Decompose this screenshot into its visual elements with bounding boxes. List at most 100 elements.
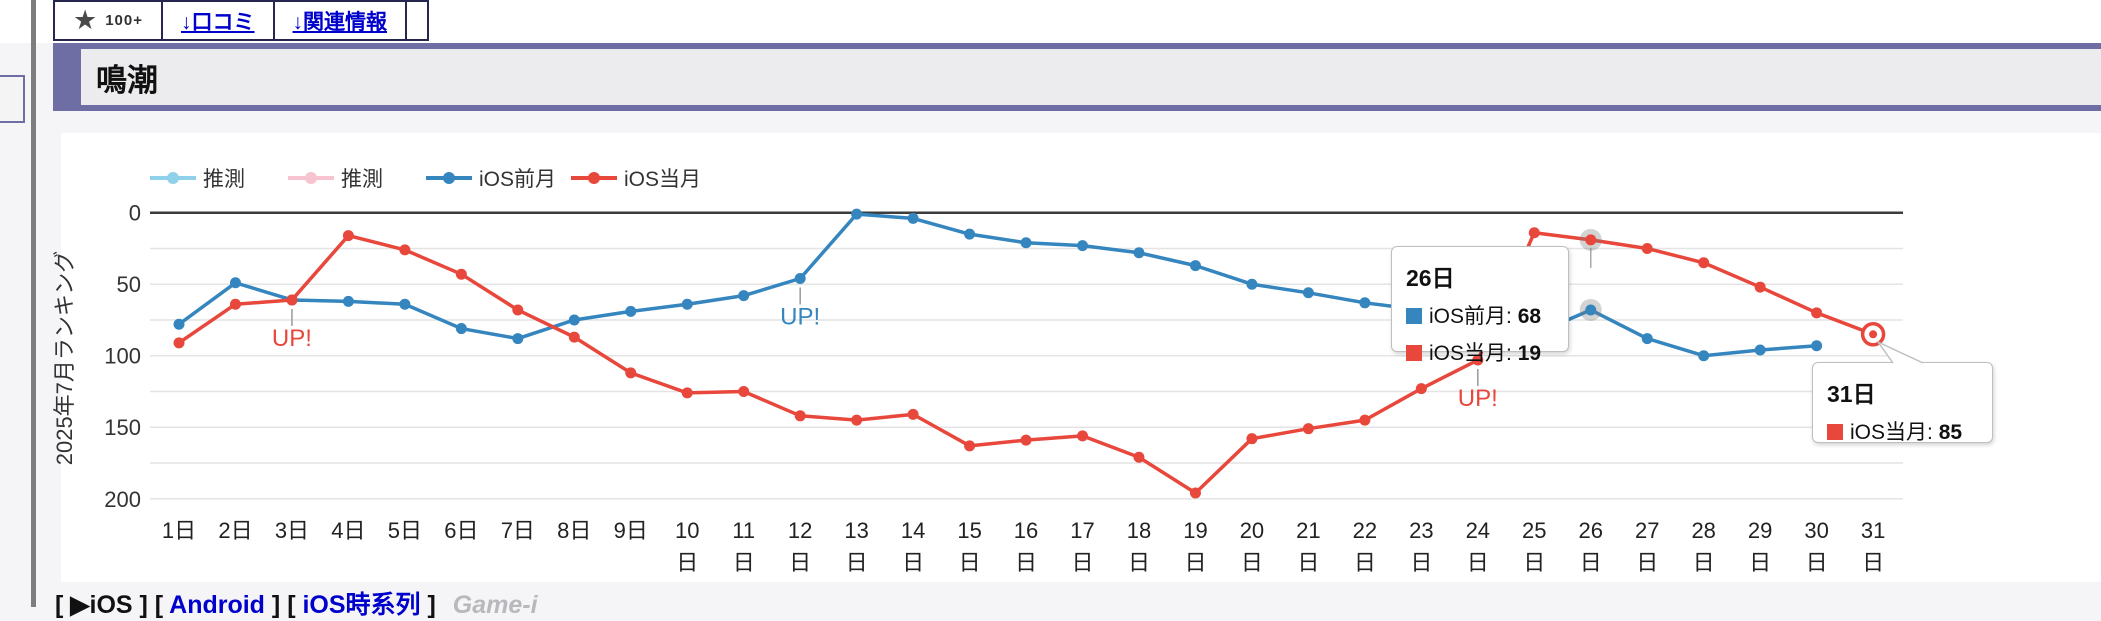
point-iOS前月-day8[interactable] — [568, 314, 580, 326]
point-iOS前月-day13[interactable] — [851, 208, 863, 220]
tooltip-value: 85 — [1938, 421, 1963, 444]
point-iOS当月-day5[interactable] — [399, 244, 411, 256]
x-tick-label: 27 — [1635, 518, 1659, 543]
tooltip-row-iOS当月: iOS当月: 19 — [1406, 337, 1554, 367]
legend-label: 推測 — [341, 168, 383, 191]
point-iOS当月-day1[interactable] — [173, 337, 185, 349]
point-iOS当月-day15[interactable] — [964, 440, 976, 452]
point-iOS当月-day13[interactable] — [851, 414, 863, 426]
x-tick-label: 24 — [1466, 518, 1490, 543]
legend-item-推測-0[interactable]: 推測 — [150, 168, 245, 191]
legend-item-推測-1[interactable]: 推測 — [288, 168, 383, 191]
point-iOS当月-day17[interactable] — [1077, 430, 1089, 442]
point-iOS前月-day21[interactable] — [1302, 287, 1314, 299]
point-iOS前月-day7[interactable] — [512, 333, 524, 345]
x-tick-label-suffix: 日 — [1072, 550, 1094, 575]
tab-spacer — [405, 0, 430, 41]
y-tick-label: 50 — [117, 272, 141, 297]
point-iOS前月-day30[interactable] — [1811, 340, 1823, 352]
tab-favorites[interactable]: ★ 100+ — [53, 0, 164, 41]
point-iOS当月-day7[interactable] — [512, 304, 524, 316]
point-iOS前月-day18[interactable] — [1133, 247, 1145, 259]
point-iOS前月-day9[interactable] — [625, 305, 637, 317]
point-iOS当月-day2[interactable] — [229, 298, 241, 310]
sidebar-mini-box[interactable] — [0, 75, 25, 123]
x-tick-label-suffix: 日 — [1410, 550, 1432, 575]
point-iOS当月-day25[interactable] — [1528, 227, 1540, 239]
point-iOS前月-day16[interactable] — [1020, 237, 1032, 249]
x-tick-label-suffix: 日 — [1467, 550, 1489, 575]
x-tick-label: 10 — [675, 518, 699, 543]
point-iOS前月-day15[interactable] — [964, 228, 976, 240]
y-tick-label: 200 — [104, 487, 141, 512]
point-iOS前月-day2[interactable] — [229, 277, 241, 289]
legend-label: iOS前月 — [479, 168, 556, 191]
point-iOS当月-day10[interactable] — [681, 387, 693, 399]
tab-kuchikomi[interactable]: ↓口コミ — [161, 0, 275, 41]
x-tick-label-suffix: 日 — [1749, 550, 1771, 575]
x-tick-label: 3日 — [275, 518, 309, 543]
point-iOS当月-day9[interactable] — [625, 367, 637, 379]
tooltip-value: 68 — [1517, 305, 1542, 328]
point-iOS前月-day17[interactable] — [1077, 240, 1089, 252]
x-tick-label: 28 — [1691, 518, 1715, 543]
x-tick-label: 1日 — [162, 518, 196, 543]
point-iOS前月-day29[interactable] — [1754, 344, 1766, 356]
point-iOS当月-day3[interactable] — [286, 294, 298, 306]
point-iOS当月-day27[interactable] — [1641, 242, 1653, 254]
point-iOS当月-day6[interactable] — [455, 268, 467, 280]
point-iOS当月-day21[interactable] — [1302, 423, 1314, 435]
point-iOS前月-day26[interactable] — [1585, 304, 1597, 316]
point-iOS当月-day11[interactable] — [738, 385, 750, 397]
point-iOS前月-day20[interactable] — [1246, 278, 1258, 290]
point-iOS前月-day28[interactable] — [1698, 350, 1710, 362]
point-iOS前月-day5[interactable] — [399, 298, 411, 310]
point-iOS前月-day19[interactable] — [1189, 260, 1201, 272]
x-tick-label: 9日 — [614, 518, 648, 543]
kuchikomi-link[interactable]: ↓口コミ — [181, 10, 255, 34]
point-iOS当月-day4[interactable] — [342, 230, 354, 242]
legend-label: iOS当月 — [624, 168, 701, 191]
point-iOS前月-day6[interactable] — [455, 323, 467, 335]
x-tick-label-suffix: 日 — [1580, 550, 1602, 575]
point-iOS当月-day26[interactable] — [1585, 234, 1597, 246]
ranking-line-chart[interactable]: 0 50 100 150 200 2025年7月ランキング 1日 2日 3日 4日 5日 6日 7日 8日… — [0, 0, 2101, 607]
x-tick-label: 8日 — [557, 518, 591, 543]
legend-dot-swatch — [167, 172, 179, 184]
annotation-up-label: UP! — [1458, 385, 1498, 412]
point-iOS当月-day28[interactable] — [1698, 257, 1710, 269]
point-iOS前月-day4[interactable] — [342, 295, 354, 307]
point-iOS前月-day12[interactable] — [794, 272, 806, 284]
sidebar-divider — [31, 0, 36, 607]
x-tick-label: 17 — [1070, 518, 1094, 543]
point-iOS当月-day18[interactable] — [1133, 451, 1145, 463]
x-tick-label-suffix: 日 — [1015, 550, 1037, 575]
point-iOS当月-day16[interactable] — [1020, 434, 1032, 446]
point-iOS当月-day29[interactable] — [1754, 281, 1766, 293]
point-iOS当月-day23[interactable] — [1415, 383, 1427, 395]
point-iOS当月-day19[interactable] — [1189, 487, 1201, 499]
kanren-joho-link[interactable]: ↓関連情報 — [292, 10, 388, 34]
point-iOS前月-day11[interactable] — [738, 290, 750, 302]
point-iOS当月-day20[interactable] — [1246, 433, 1258, 445]
point-iOS前月-day27[interactable] — [1641, 333, 1653, 345]
point-iOS当月-day12[interactable] — [794, 410, 806, 422]
point-iOS前月-day10[interactable] — [681, 298, 693, 310]
point-iOS前月-day1[interactable] — [173, 318, 185, 330]
legend-item-iOS前月-2[interactable]: iOS前月 — [426, 168, 556, 191]
point-iOS前月-day22[interactable] — [1359, 297, 1371, 309]
point-iOS当月-day22[interactable] — [1359, 414, 1371, 426]
y-tick-label: 100 — [104, 344, 141, 369]
x-tick-label: 6日 — [444, 518, 478, 543]
legend-item-iOS当月-3[interactable]: iOS当月 — [571, 168, 701, 191]
point-iOS当月-day30[interactable] — [1811, 307, 1823, 319]
point-iOS当月-day14[interactable] — [907, 408, 919, 420]
point-iOS前月-day14[interactable] — [907, 212, 919, 224]
x-tick-label: 29 — [1748, 518, 1772, 543]
x-tick-label: 7日 — [501, 518, 535, 543]
point-iOS当月-day24[interactable] — [1472, 354, 1484, 366]
x-tick-label-suffix: 日 — [1523, 550, 1545, 575]
point-iOS当月-day8[interactable] — [568, 331, 580, 343]
tab-kanren-joho[interactable]: ↓関連情報 — [272, 0, 408, 41]
x-tick-label: 18 — [1127, 518, 1151, 543]
